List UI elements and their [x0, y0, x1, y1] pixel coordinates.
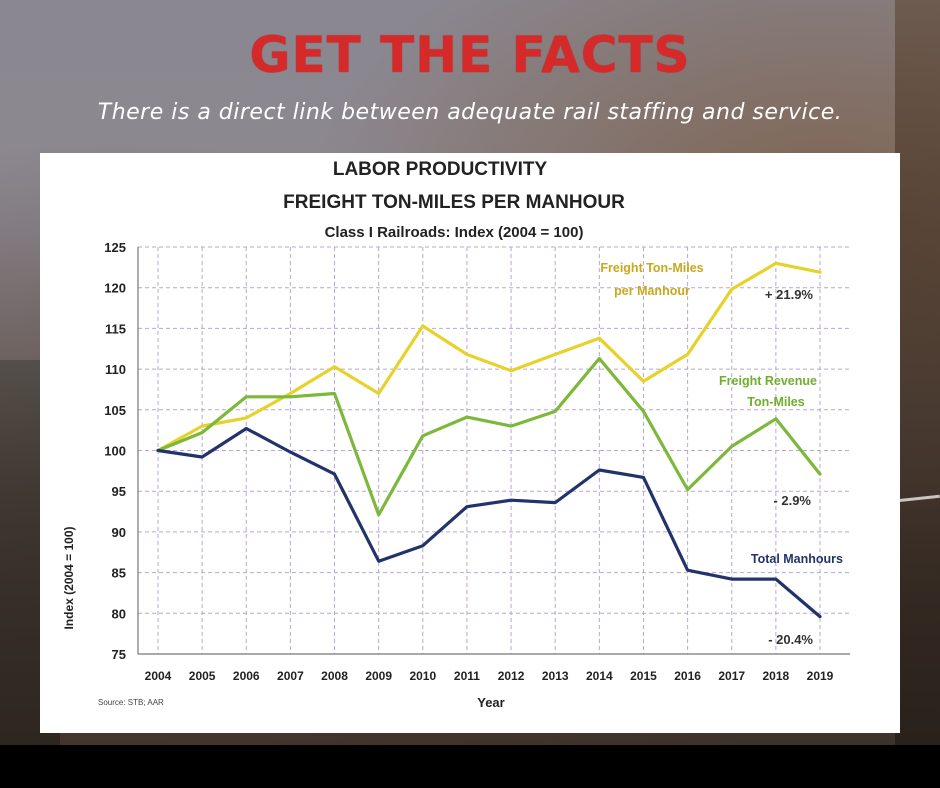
y-tick-label: 85: [112, 566, 126, 581]
y-tick-label: 75: [112, 647, 126, 662]
chart-panel: 75 80 85 90 95 100 105 110 115 120 125 2004 2005 2006…: [40, 153, 900, 733]
y-tick-label: 105: [104, 403, 126, 418]
chart-title-line-1: LABOR PRODUCTIVITY: [333, 159, 548, 180]
x-tick-label: 2018: [763, 669, 790, 683]
y-tick-label: 115: [105, 321, 126, 336]
y-tick-label: 120: [104, 281, 126, 296]
grid: [138, 246, 850, 655]
series-line-0: [156, 261, 822, 453]
subheadline: There is a direct link between adequate …: [97, 100, 843, 125]
x-axis-label: Year: [477, 695, 504, 710]
x-tick-label: 2007: [277, 669, 304, 683]
series-change-2: - 20.4%: [768, 632, 813, 647]
headline: GET THE FACTS: [249, 26, 691, 84]
x-tick-label: 2014: [586, 669, 613, 683]
series-line-2: [156, 426, 822, 619]
x-tick-label: 2012: [498, 669, 525, 683]
series-labels: Freight Ton-Miles per Manhour + 21.9% Freig…: [600, 261, 843, 647]
x-tick-label: 2019: [807, 669, 834, 683]
background-trees-right: [895, 0, 940, 745]
y-axis-label: Index (2004 = 100): [62, 526, 76, 629]
series-label-0: Freight Ton-Miles: [600, 261, 703, 275]
series-change-0: + 21.9%: [765, 287, 814, 302]
chart-title-line-2: FREIGHT TON-MILES PER MANHOUR: [283, 192, 625, 213]
y-tick-label: 95: [112, 484, 126, 499]
x-tick-label: 2010: [409, 669, 436, 683]
series-lines: [156, 261, 822, 619]
series-change-1: - 2.9%: [773, 493, 811, 508]
y-tick-label: 90: [112, 525, 126, 540]
y-tick-label: 125: [104, 240, 126, 255]
x-tick-label: 2006: [233, 669, 260, 683]
x-tick-label: 2016: [674, 669, 701, 683]
x-tick-label: 2013: [542, 669, 569, 683]
x-tick-label: 2009: [365, 669, 392, 683]
line-chart: 75 80 85 90 95 100 105 110 115 120 125 2004 2005 2006…: [62, 159, 850, 710]
source-note: Source: STB; AAR: [98, 698, 164, 707]
x-tick-label: 2017: [718, 669, 745, 683]
y-tick-label: 110: [105, 362, 126, 377]
series-label-2: Total Manhours: [751, 552, 843, 566]
x-tick-label: 2004: [145, 669, 172, 683]
series-label-1: Ton-Miles: [747, 395, 804, 409]
axes: 75 80 85 90 95 100 105 110 115 120 125 2004 2005 2006…: [104, 240, 850, 683]
x-tick-label: 2011: [454, 669, 480, 683]
chart-subtitle: Class I Railroads: Index (2004 = 100): [325, 224, 584, 241]
series-label-0: per Manhour: [614, 284, 690, 298]
series-label-1: Freight Revenue: [719, 374, 817, 388]
bottom-bar: [0, 745, 940, 788]
y-tick-label: 80: [112, 606, 126, 621]
x-tick-label: 2015: [630, 669, 657, 683]
x-tick-label: 2008: [321, 669, 348, 683]
series-line-1: [156, 356, 822, 517]
x-tick-label: 2005: [189, 669, 216, 683]
y-tick-label: 100: [104, 444, 126, 459]
